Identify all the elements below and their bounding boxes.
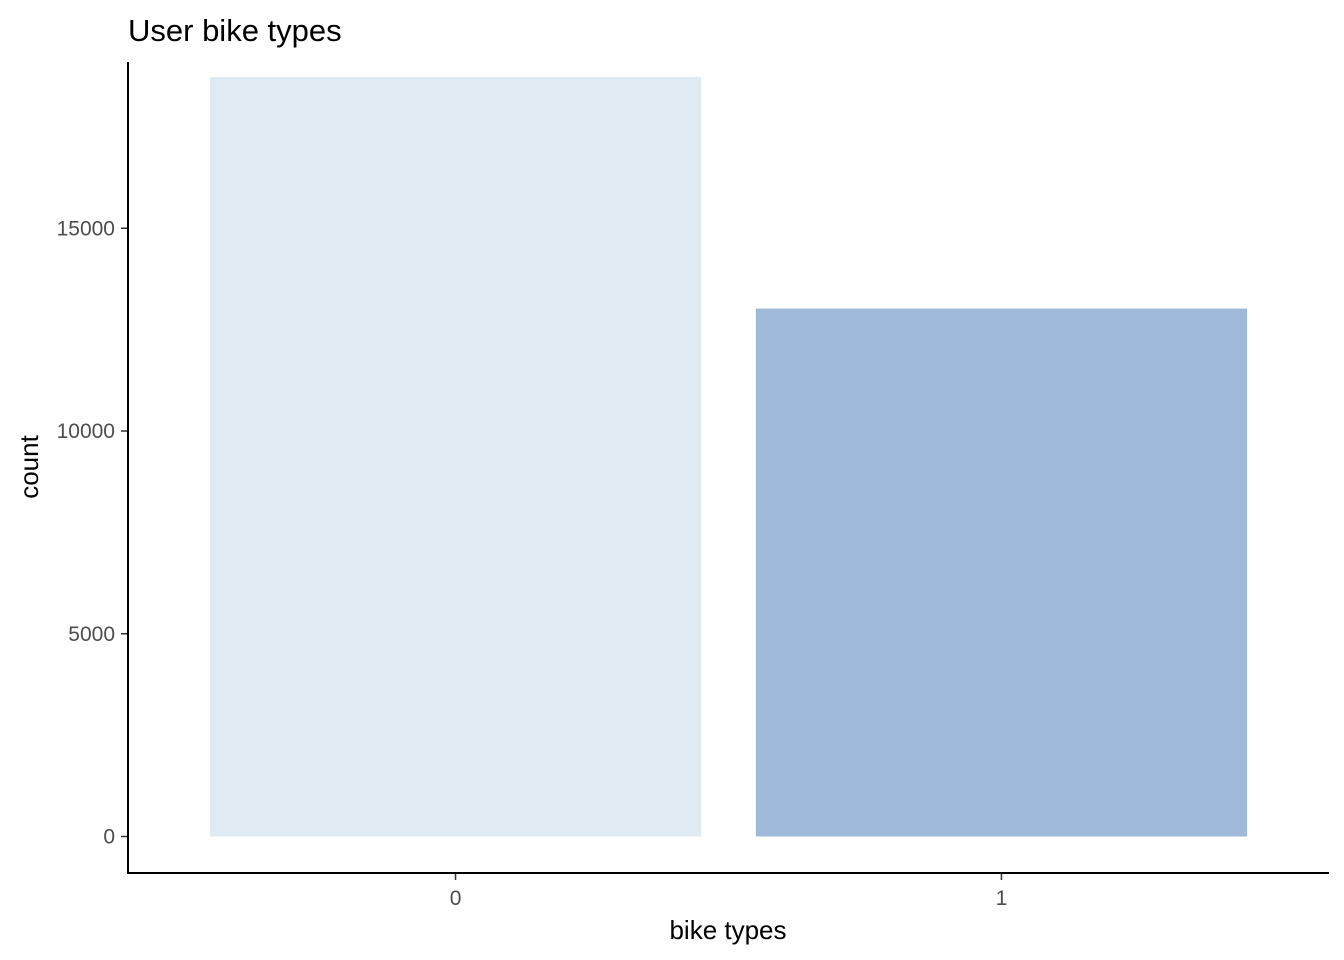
y-tick-label: 10000 xyxy=(57,420,115,443)
y-tick-label: 5000 xyxy=(68,623,115,646)
y-axis-title: count xyxy=(14,434,44,498)
bar-0 xyxy=(209,77,702,837)
y-axis-ticks: 0 5000 10000 15000 xyxy=(57,217,128,849)
x-tick-label: 0 xyxy=(450,887,462,910)
bar-1 xyxy=(755,308,1248,837)
y-tick-label: 15000 xyxy=(57,217,115,240)
x-tick-label: 1 xyxy=(996,887,1008,910)
y-tick-label: 0 xyxy=(103,826,115,849)
chart-title: User bike types xyxy=(128,13,342,48)
bars-group xyxy=(209,77,1248,837)
x-axis-title: bike types xyxy=(669,915,786,945)
